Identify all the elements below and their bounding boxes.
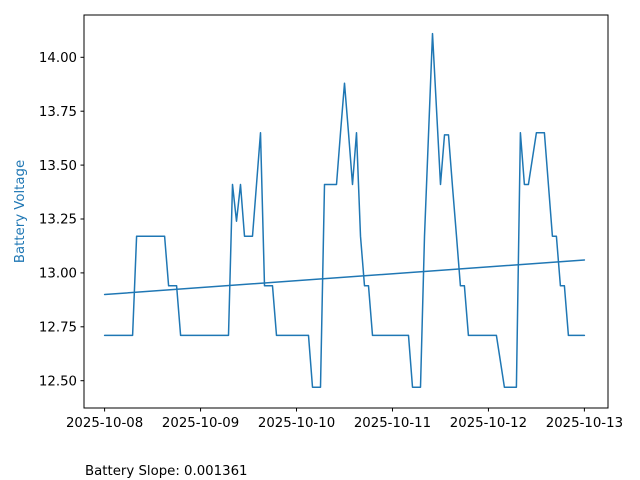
y-tick-label: 12.50 <box>39 374 77 389</box>
x-tick-label: 2025-10-11 <box>354 416 431 431</box>
voltage-line <box>103 32 586 388</box>
x-tick-label: 2025-10-09 <box>162 416 239 431</box>
y-tick-label: 13.00 <box>39 267 77 282</box>
chart-footer-stats: Battery Slope: 0.001361 Battery Min: 12.… <box>85 432 363 480</box>
y-axis-label: Battery Voltage <box>13 160 28 263</box>
y-tick-label: 12.75 <box>39 320 77 335</box>
y-axis-ticks: 12.50 12.75 13.00 13.25 13.50 13.75 14.00 <box>39 51 84 389</box>
x-tick-label: 2025-10-13 <box>546 416 623 431</box>
x-axis-ticks: 2025-10-08 2025-10-09 2025-10-10 2025-10-11… <box>66 408 623 431</box>
plot-border <box>83 14 609 409</box>
x-tick-label: 2025-10-12 <box>450 416 527 431</box>
y-tick-label: 13.25 <box>39 213 77 228</box>
y-tick-label: 13.50 <box>39 159 77 174</box>
x-tick-label: 2025-10-08 <box>66 416 143 431</box>
trend-line <box>103 259 586 296</box>
y-tick-label: 13.75 <box>39 105 77 120</box>
x-tick-label: 2025-10-10 <box>258 416 335 431</box>
y-tick-label: 14.00 <box>39 51 77 66</box>
battery-slope-text: Battery Slope: 0.001361 <box>85 464 248 480</box>
